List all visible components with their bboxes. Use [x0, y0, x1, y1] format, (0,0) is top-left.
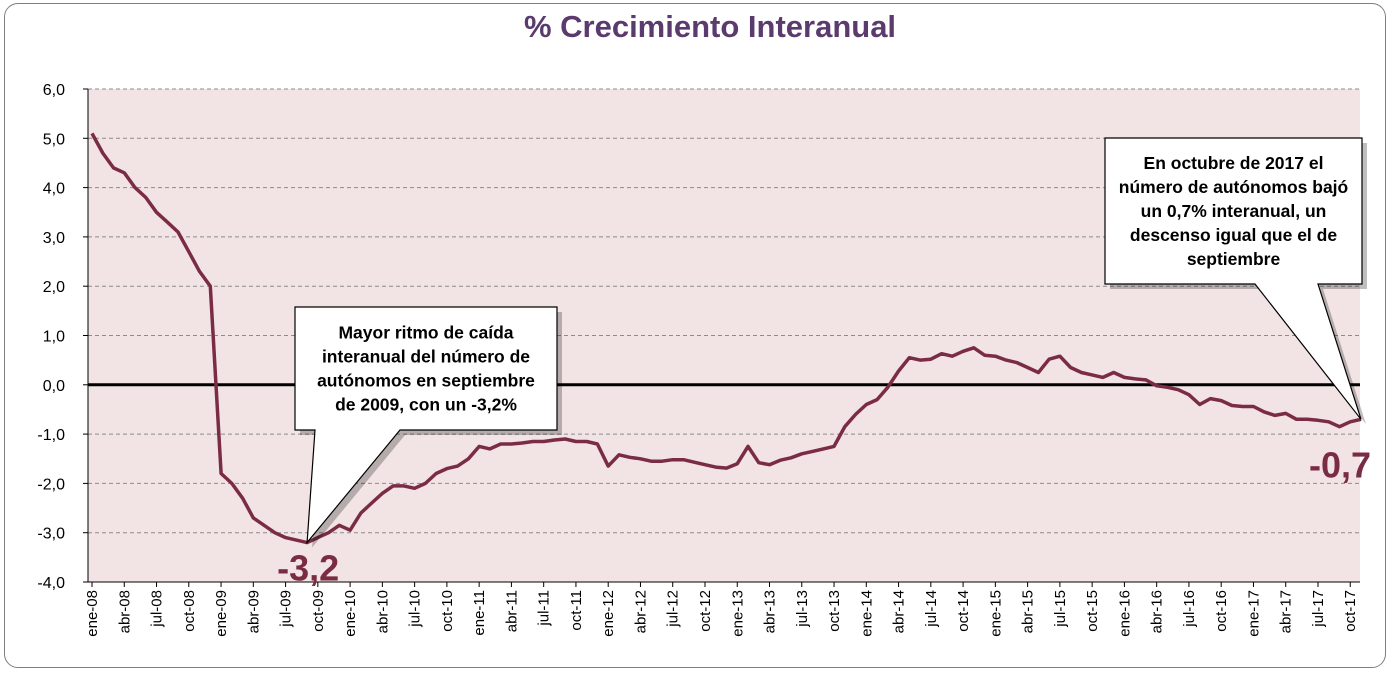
- x-tick-label: oct-15: [1084, 590, 1101, 632]
- y-tick-label: 6,0: [43, 82, 65, 99]
- x-tick-label: abr-13: [762, 590, 779, 633]
- x-tick-label: abr-15: [1020, 590, 1037, 633]
- x-tick-label: abr-14: [891, 590, 908, 633]
- y-tick-label: 2,0: [43, 279, 65, 296]
- x-tick-label: abr-09: [245, 590, 262, 633]
- x-tick-label: ene-10: [342, 590, 359, 637]
- x-tick-label: jul-16: [1181, 590, 1198, 628]
- x-tick-label: abr-10: [374, 590, 391, 633]
- x-tick-label: abr-08: [116, 590, 133, 633]
- x-tick-label: jul-12: [665, 590, 682, 628]
- x-tick-label: jul-08: [149, 590, 166, 628]
- x-tick-label: oct-14: [955, 590, 972, 632]
- callout: En octubre de 2017 el número de autónomos…: [1104, 137, 1367, 425]
- callout-text-line: Mayor ritmo de caída: [338, 323, 513, 343]
- value-labels: -3,2 -0,7: [277, 444, 1371, 588]
- callout-text-line: septiembre: [1187, 249, 1281, 269]
- x-tick-label: ene-16: [1116, 590, 1133, 637]
- y-tick-label: 5,0: [43, 131, 65, 148]
- x-tick-label: jul-13: [794, 590, 811, 628]
- x-tick-label: ene-09: [213, 590, 230, 637]
- x-axis-ticks: ene-08 abr-08 jul-08 oct-08 ene-09 abr-09 jul-…: [84, 582, 1359, 637]
- y-tick-label: 4,0: [43, 181, 65, 198]
- callout-box: [294, 306, 558, 545]
- series-line: [90, 132, 1362, 545]
- x-tick-label: abr-12: [632, 590, 649, 633]
- x-tick-label: oct-10: [439, 590, 456, 632]
- callout-box: [1104, 137, 1363, 420]
- chart-title: % Crecimiento Interanual: [524, 9, 896, 44]
- x-tick-label: oct-12: [697, 590, 714, 632]
- y-tick-label: 1,0: [43, 329, 65, 346]
- callout-text-line: número de autónomos bajó: [1119, 177, 1348, 197]
- x-tick-label: oct-11: [568, 590, 585, 631]
- x-tick-label: jul-11: [536, 590, 553, 627]
- x-tick-label: jul-14: [923, 590, 940, 628]
- x-tick-label: jul-10: [407, 590, 424, 628]
- callout-text-line: En octubre de 2017 el: [1144, 153, 1324, 173]
- callout-text-line: autónomos en septiembre: [317, 371, 535, 391]
- series-layer: [90, 132, 1362, 545]
- data-label: -3,2: [277, 548, 339, 589]
- y-axis-ticks: 6,0 5,0 4,0 3,0 2,0 1,0 0,0 -1,0 -2,0 -3,0 -4,0: [37, 82, 1360, 592]
- x-tick-label: ene-12: [600, 590, 617, 637]
- x-tick-label: oct-16: [1213, 590, 1230, 632]
- x-tick-label: abr-16: [1149, 590, 1166, 633]
- x-tick-label: ene-14: [858, 590, 875, 637]
- y-tick-label: -4,0: [37, 575, 65, 592]
- y-tick-label: -3,0: [37, 526, 65, 543]
- callouts: Mayor ritmo de caída interanual del númer…: [294, 137, 1367, 548]
- callout-text-line: un 0,7% interanual, un: [1141, 201, 1327, 221]
- x-tick-label: jul-09: [278, 590, 295, 628]
- x-tick-label: abr-17: [1278, 590, 1295, 633]
- data-label: -0,7: [1309, 444, 1371, 485]
- x-tick-label: jul-15: [1052, 590, 1069, 628]
- x-tick-label: jul-17: [1310, 590, 1327, 628]
- x-tick-label: ene-08: [84, 590, 101, 637]
- callout-text-line: de 2009, con un -3,2%: [335, 395, 517, 415]
- x-tick-label: abr-11: [503, 590, 520, 632]
- callout: Mayor ritmo de caída interanual del númer…: [294, 306, 562, 548]
- x-tick-label: ene-15: [987, 590, 1004, 637]
- callout-text-line: descenso igual que el de: [1130, 225, 1337, 245]
- y-tick-label: 0,0: [43, 378, 65, 395]
- y-tick-label: -1,0: [37, 427, 65, 444]
- y-tick-label: -2,0: [37, 476, 65, 493]
- y-tick-label: 3,0: [43, 230, 65, 247]
- x-tick-label: ene-17: [1245, 590, 1262, 637]
- x-tick-label: oct-08: [181, 590, 198, 632]
- x-tick-label: ene-11: [471, 590, 488, 636]
- x-tick-label: ene-13: [729, 590, 746, 637]
- callout-text-line: interanual del número de: [322, 347, 530, 367]
- x-tick-label: oct-09: [310, 590, 327, 632]
- x-tick-label: oct-13: [826, 590, 843, 632]
- x-tick-label: oct-17: [1342, 590, 1359, 632]
